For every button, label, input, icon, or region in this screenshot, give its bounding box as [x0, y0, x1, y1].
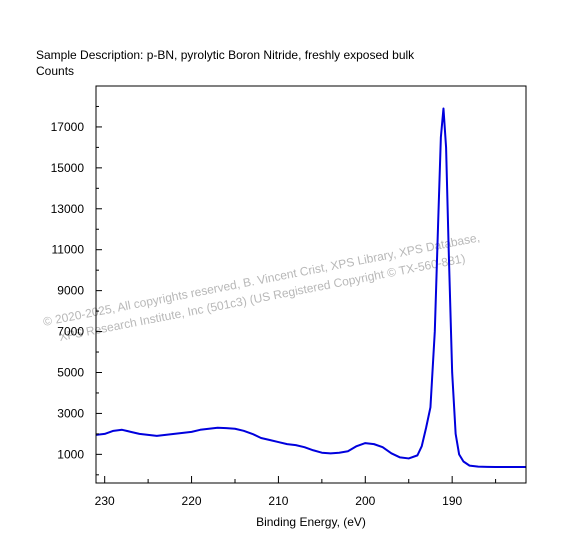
y-tick-label: 1000: [57, 447, 84, 461]
chart-title: Sample Description: p-BN, pyrolytic Boro…: [36, 48, 415, 62]
axes-layer: 1000 3000 5000 7000 9000 11000 13000 15000 17000…: [51, 105, 497, 508]
watermark-line-1: © 2020-2025, All copyrights reserved, B.…: [42, 230, 481, 329]
plot-frame: [95, 85, 527, 484]
y-tick-label: 9000: [57, 284, 84, 298]
x-tick-label: 230: [95, 494, 115, 508]
y-tick-label: 11000: [52, 243, 85, 257]
x-tick-label: 200: [355, 494, 375, 508]
y-tick-label: 17000: [51, 120, 85, 134]
spectrum-line: [95, 107, 526, 469]
y-tick-label: 15000: [51, 161, 85, 175]
series-layer: [95, 107, 526, 469]
y-tick-label: 13000: [51, 202, 85, 216]
watermark-line-2: XPS Research Institute, Inc (501c3) (US …: [58, 251, 467, 344]
y-tick-label: 7000: [57, 325, 84, 339]
y-axis-label: Counts: [36, 64, 74, 78]
x-tick-label: 190: [442, 494, 462, 508]
x-tick-label: 210: [268, 494, 288, 508]
y-tick-label: 5000: [57, 365, 84, 379]
x-axis-label: Binding Energy, (eV): [256, 515, 366, 529]
copyright-watermark: © 2020-2025, All copyrights reserved, B.…: [42, 230, 481, 344]
y-tick-label: 3000: [57, 406, 84, 420]
x-tick-label: 220: [182, 494, 202, 508]
